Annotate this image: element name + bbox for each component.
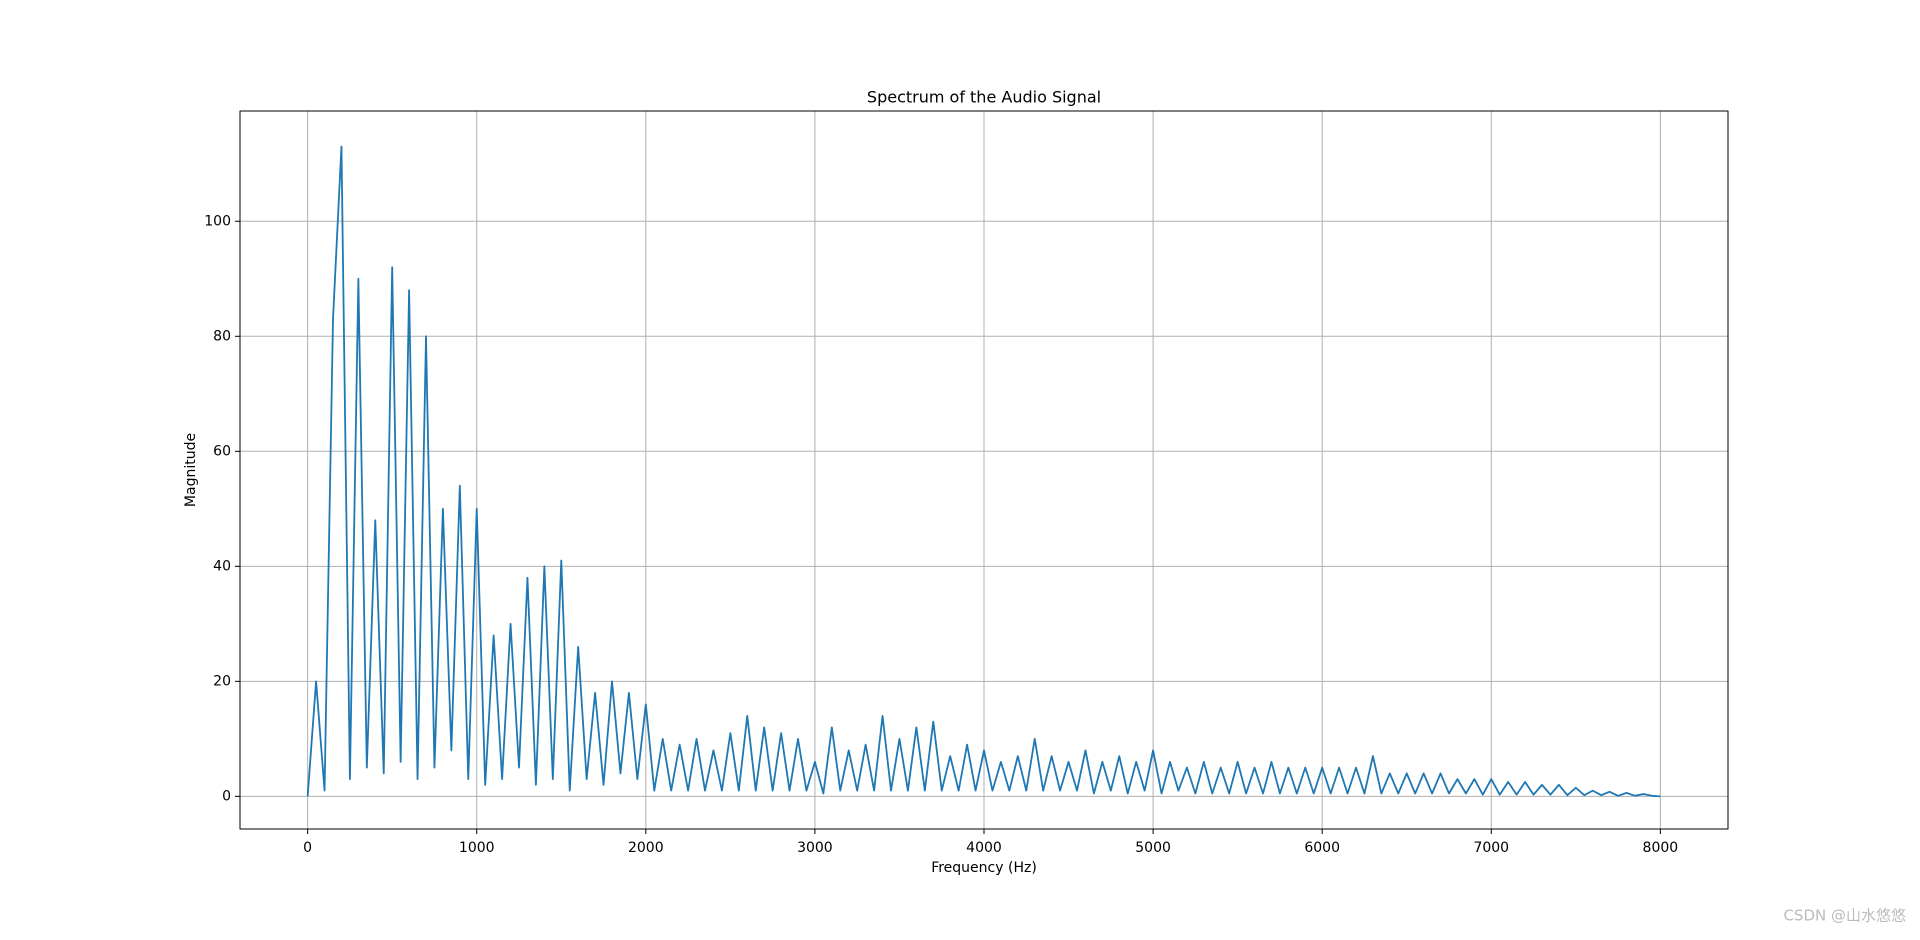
y-tick-label: 20 [213, 673, 231, 689]
x-tick-label: 2000 [628, 840, 664, 856]
y-axis-label: Magnitude [183, 433, 199, 507]
x-tick-label: 3000 [797, 840, 833, 856]
y-tick-label: 0 [222, 788, 231, 804]
x-tick-label: 6000 [1304, 840, 1340, 856]
chart-title: Spectrum of the Audio Signal [867, 88, 1101, 107]
x-tick-label: 7000 [1473, 840, 1509, 856]
watermark: CSDN @山水悠悠 [1783, 907, 1906, 925]
y-tick-label: 60 [213, 443, 231, 459]
x-tick-label: 1000 [459, 840, 495, 856]
x-tick-label: 4000 [966, 840, 1002, 856]
y-tick-label: 40 [213, 558, 231, 574]
line-series [306, 145, 1661, 798]
x-axis-label: Frequency (Hz) [931, 860, 1037, 876]
x-tick-label: 0 [303, 840, 312, 856]
x-tick-label: 5000 [1135, 840, 1171, 856]
plot-frame [239, 110, 1729, 830]
x-tick-label: 8000 [1643, 840, 1679, 856]
y-tick-label: 80 [213, 328, 231, 344]
y-tick-label: 100 [204, 213, 231, 229]
